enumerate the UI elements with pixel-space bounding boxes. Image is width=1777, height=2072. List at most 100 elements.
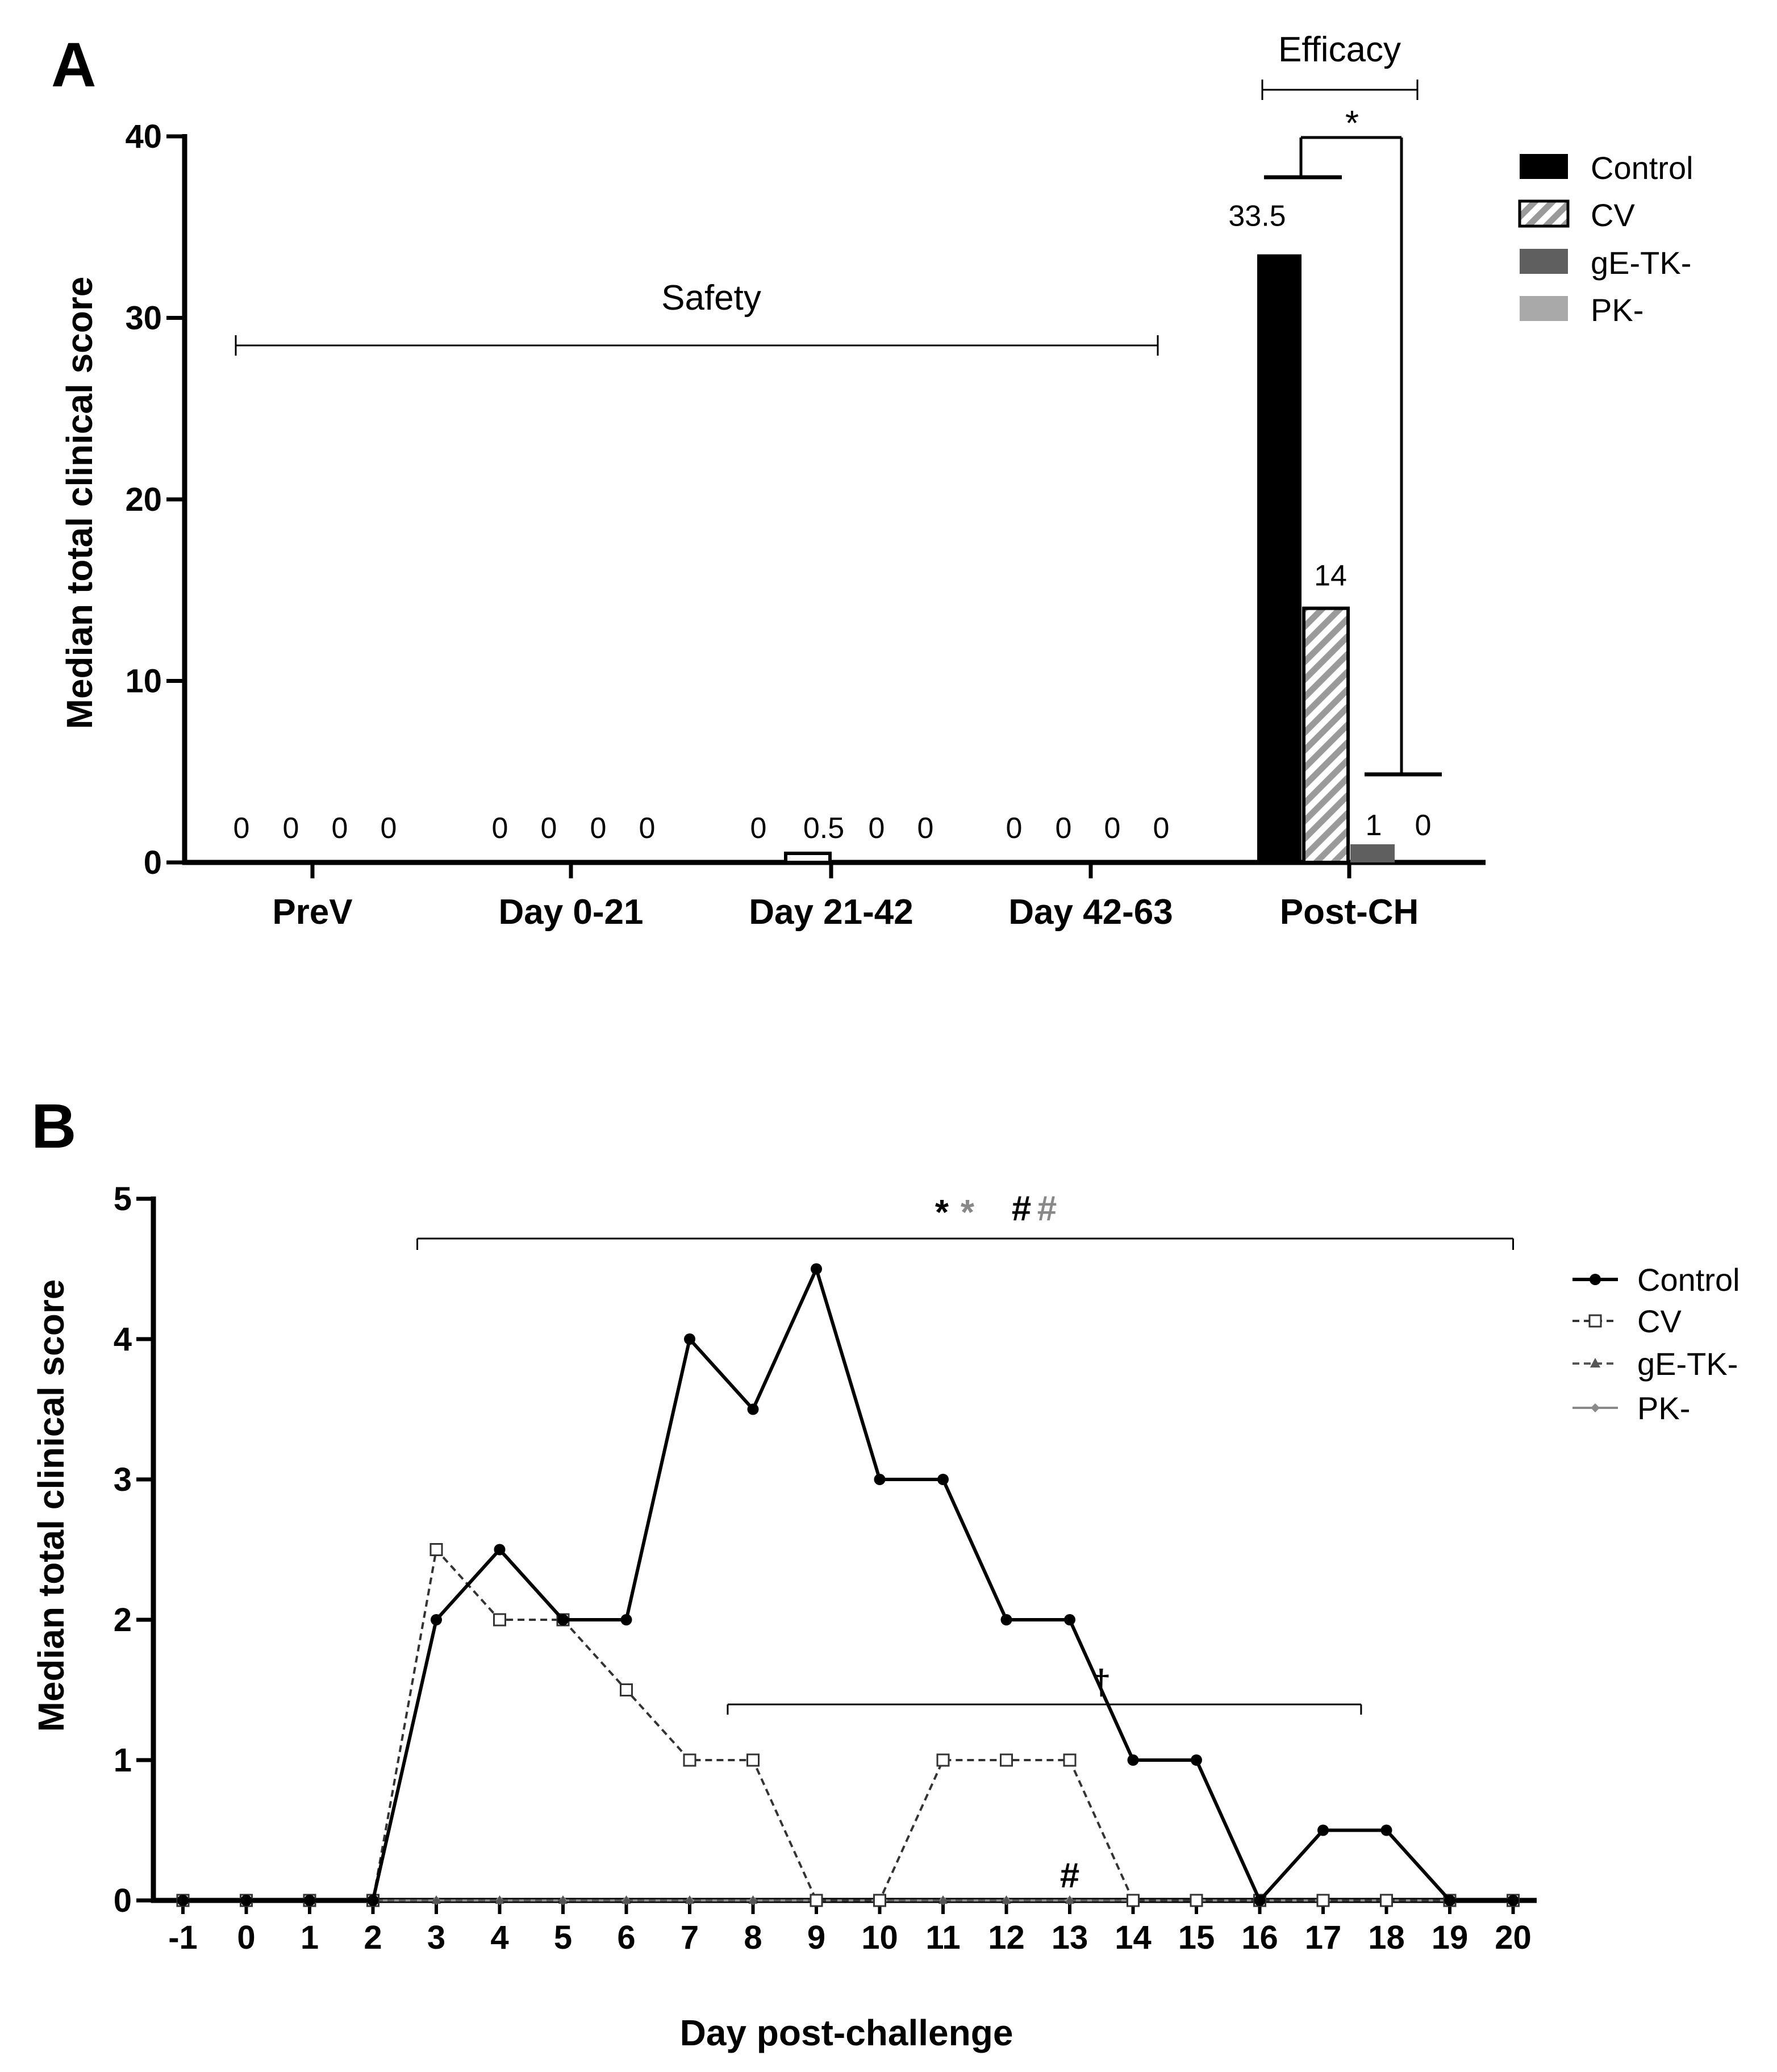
panel-a-legend: Control CV gE-TK- PK- bbox=[1518, 150, 1693, 328]
panel-b-marker-cv bbox=[1190, 1894, 1203, 1907]
panel-b-legend-label: CV bbox=[1637, 1303, 1682, 1339]
panel-b-y-tick-label: 2 bbox=[114, 1602, 132, 1639]
panel-b-line-cv bbox=[183, 1547, 1513, 1902]
panel-b-marker-control bbox=[431, 1614, 442, 1625]
panel-b-marker-control bbox=[811, 1263, 822, 1275]
panel-b-top-star-grey: * bbox=[961, 1193, 975, 1232]
panel-b-marker-cv bbox=[493, 1613, 506, 1627]
panel-a-data-label: 0 bbox=[639, 812, 656, 845]
panel-b-x-tick-label: 19 bbox=[1432, 1919, 1469, 1956]
panel-a-y-tick-label: 40 bbox=[125, 118, 162, 155]
panel-a-bar-cv bbox=[1302, 606, 1350, 864]
panel-a-data-label: 0 bbox=[283, 812, 299, 845]
panel-a-bar-control bbox=[1257, 254, 1302, 862]
panel-b-letter: B bbox=[31, 1091, 76, 1161]
panel-b-line-chart: B Median total clinical score Day post-c… bbox=[31, 1091, 1740, 2053]
panel-b-x-tick-label: 5 bbox=[554, 1919, 572, 1956]
panel-b-x-tick-label: -1 bbox=[168, 1919, 198, 1956]
panel-b-marker-ge-tk- bbox=[432, 1895, 441, 1904]
panel-b-marker-cv bbox=[1127, 1894, 1140, 1907]
panel-b-marker-cv bbox=[1063, 1753, 1077, 1767]
panel-b-marker-cv bbox=[429, 1543, 443, 1556]
panel-b-x-tick-label: 14 bbox=[1115, 1919, 1152, 1956]
panel-a-efficacy-label: Efficacy bbox=[1278, 30, 1401, 69]
panel-a-y-tick-label: 0 bbox=[144, 844, 162, 881]
panel-a-data-label: 0 bbox=[917, 812, 934, 845]
panel-b-legend-marker bbox=[1590, 1358, 1600, 1368]
panel-b-x-tick-label: 13 bbox=[1052, 1919, 1088, 1956]
panel-a-y-tick-label: 10 bbox=[125, 663, 162, 700]
panel-b-marker-control bbox=[684, 1333, 695, 1345]
panel-b-dagger: † bbox=[1091, 1663, 1111, 1702]
panel-b-y-tick-label: 3 bbox=[114, 1461, 132, 1498]
panel-b-x-tick-label: 18 bbox=[1368, 1919, 1405, 1956]
panel-a-data-label: 0 bbox=[869, 812, 885, 845]
panel-a-letter: A bbox=[51, 30, 96, 100]
panel-a-y-tick-label: 20 bbox=[125, 481, 162, 518]
panel-b-marker-control bbox=[177, 1895, 189, 1906]
panel-b-marker-control bbox=[1444, 1895, 1455, 1906]
panel-a-data-label: 0 bbox=[381, 812, 397, 845]
panel-b-y-tick-label: 5 bbox=[114, 1181, 132, 1218]
panel-b-x-tick-label: 20 bbox=[1495, 1919, 1532, 1956]
panel-b-x-tick-label: 10 bbox=[861, 1919, 898, 1956]
panel-a-bar-chart: A Median total clinical score 010203040P… bbox=[51, 30, 1693, 932]
panel-b-marker-control bbox=[494, 1544, 506, 1556]
panel-b-marker-control bbox=[1127, 1754, 1139, 1766]
panel-b-legend-label: PK- bbox=[1637, 1390, 1690, 1426]
panel-b-marker-control bbox=[874, 1474, 886, 1485]
panel-b-legend-marker bbox=[1588, 1314, 1602, 1328]
panel-a-bar-ge-tk- bbox=[1350, 844, 1395, 862]
panel-b-marker-ge-tk- bbox=[748, 1895, 758, 1904]
panel-b-legend-label: gE-TK- bbox=[1637, 1346, 1738, 1382]
panel-b-series bbox=[176, 1263, 1520, 1907]
panel-b-marker-control bbox=[937, 1474, 949, 1485]
panel-b-x-tick-label: 4 bbox=[490, 1919, 508, 1956]
panel-b-x-axis-title: Day post-challenge bbox=[680, 2012, 1013, 2053]
panel-b-x-tick-label: 15 bbox=[1178, 1919, 1215, 1956]
panel-b-annotations: * * # #†# bbox=[416, 1189, 1514, 1895]
panel-a-data-label: 0.5 bbox=[803, 812, 844, 845]
panel-b-marker-control bbox=[1254, 1895, 1266, 1906]
panel-b-x-tick-label: 3 bbox=[427, 1919, 445, 1956]
panel-a-bar-cv bbox=[784, 852, 832, 865]
panel-b-x-tick-label: 12 bbox=[988, 1919, 1025, 1956]
panel-a-data-label: 0 bbox=[750, 812, 767, 845]
panel-a-data-label: 0 bbox=[1056, 812, 1072, 845]
panel-a-y-axis-title: Median total clinical score bbox=[59, 277, 100, 729]
panel-a-safety-label: Safety bbox=[661, 278, 761, 318]
panel-b-marker-control bbox=[240, 1895, 252, 1906]
panel-a-category-label: Day 21-42 bbox=[749, 893, 913, 932]
panel-a-legend-swatch bbox=[1518, 199, 1570, 228]
panel-b-marker-control bbox=[1000, 1614, 1012, 1625]
panel-b-marker-cv bbox=[810, 1894, 823, 1907]
panel-a-category-label: Post-CH bbox=[1280, 893, 1419, 932]
panel-b-legend: Control CV gE-TK- PK- bbox=[1572, 1262, 1740, 1426]
panel-b-marker-cv bbox=[1380, 1894, 1393, 1907]
panel-b-marker-control bbox=[1064, 1614, 1075, 1625]
panel-a-data-label: 33.5 bbox=[1228, 200, 1286, 233]
panel-a-legend-swatch bbox=[1520, 154, 1568, 179]
panel-a-annotations: Safety Efficacy * bbox=[235, 30, 1442, 777]
panel-b-marker-control bbox=[747, 1403, 759, 1415]
panel-b-marker-control bbox=[304, 1895, 315, 1906]
panel-b-marker-ge-tk- bbox=[1002, 1895, 1011, 1904]
panel-a-data-label: 0 bbox=[1153, 812, 1170, 845]
panel-b-marker-cv bbox=[936, 1753, 950, 1767]
panel-b-y-axis-title: Median total clinical score bbox=[31, 1279, 72, 1732]
panel-b-marker-ge-tk- bbox=[1065, 1895, 1074, 1904]
panel-b-line-control bbox=[183, 1264, 1513, 1904]
panel-b-marker-ge-tk- bbox=[938, 1895, 948, 1904]
panel-b-x-tick-label: 17 bbox=[1305, 1919, 1342, 1956]
panel-b-bottom-hash: # bbox=[1060, 1856, 1079, 1895]
panel-a-data-label: 0 bbox=[233, 812, 250, 845]
panel-a-data-label: 14 bbox=[1314, 560, 1347, 593]
panel-a-data-label: 0 bbox=[590, 812, 607, 845]
panel-b-x-tick-label: 9 bbox=[807, 1919, 825, 1956]
panel-b-marker-ge-tk- bbox=[558, 1895, 568, 1904]
panel-b-legend-marker bbox=[1590, 1274, 1601, 1285]
panel-b-x-tick-label: 2 bbox=[364, 1919, 382, 1956]
